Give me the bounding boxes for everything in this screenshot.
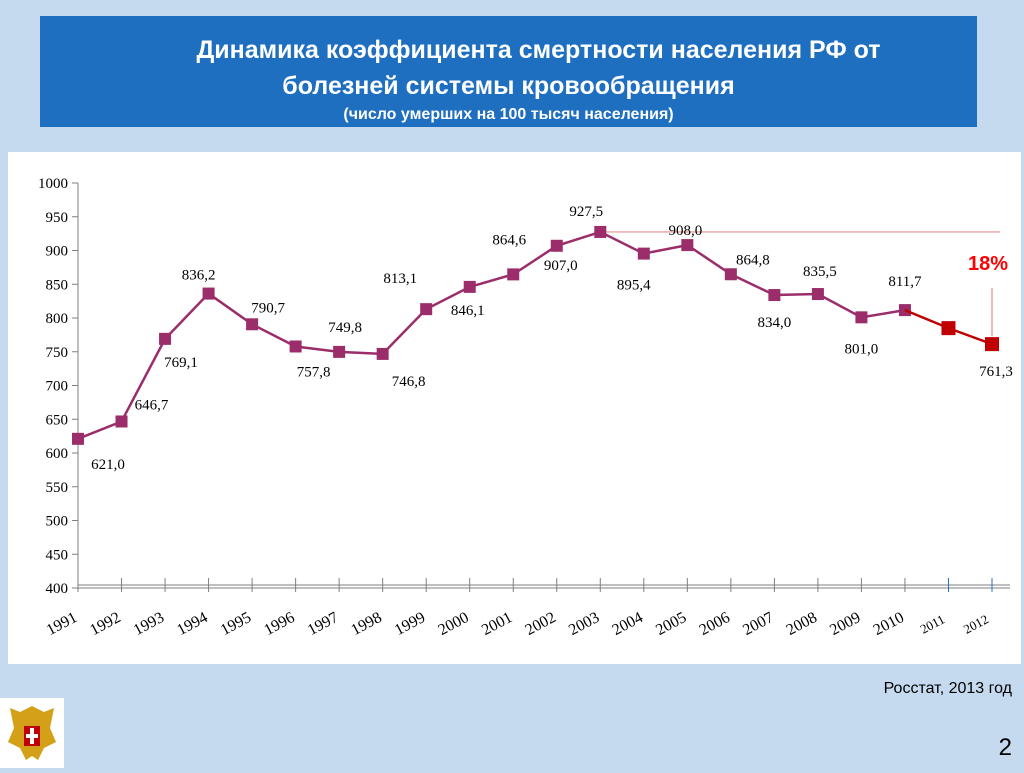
data-label: 746,8	[392, 374, 426, 390]
series-marker	[333, 345, 346, 358]
x-tick-label: 1992	[87, 609, 123, 639]
data-label: 621,0	[91, 457, 125, 473]
forecast-marker	[985, 337, 999, 352]
chart-title-line1: Динамика коэффициента смертности населен…	[196, 36, 881, 64]
data-label: 908,0	[668, 223, 702, 239]
series-marker	[420, 303, 433, 316]
chart-panel: 400 450 500 550 600 650 700 750 800 850 900 950 1000…	[8, 152, 1021, 664]
y-tick-label: 650	[46, 412, 69, 428]
series-marker	[898, 304, 911, 317]
data-label: 811,7	[888, 274, 922, 290]
x-tick-label: 2012	[961, 611, 991, 636]
data-label: 846,1	[451, 303, 485, 319]
source-note: Росстат, 2013 год	[883, 680, 1012, 697]
x-tick-label: 2001	[479, 609, 515, 639]
data-label: 813,1	[383, 271, 417, 287]
x-tick-label: 1995	[218, 609, 254, 639]
series-marker	[115, 415, 128, 428]
coat-of-arms-logo	[0, 698, 64, 768]
annotation-label: 18%	[968, 253, 1008, 275]
x-tick-label: 1993	[131, 609, 167, 639]
x-tick-label: 1994	[174, 609, 210, 639]
y-tick-label: 550	[46, 480, 69, 496]
x-tick-label: 2005	[653, 609, 689, 639]
title-banner: Динамика коэффициента смертности населен…	[40, 16, 977, 127]
data-label: 761,3	[979, 364, 1013, 380]
data-label: 927,5	[569, 204, 603, 220]
y-tick-label: 500	[46, 514, 69, 530]
data-label: 907,0	[544, 258, 578, 274]
line-chart: 400 450 500 550 600 650 700 750 800 850 900 950 1000…	[38, 176, 1013, 639]
series-marker	[463, 280, 476, 293]
x-tick-label: 2004	[610, 609, 646, 639]
y-tick-label: 400	[46, 581, 69, 597]
data-label: 834,0	[758, 315, 792, 331]
x-tick-label: 1997	[305, 609, 341, 639]
x-tick-label: 2000	[435, 609, 471, 639]
series-line	[77, 230, 906, 440]
data-label: 749,8	[328, 320, 362, 336]
series-marker	[637, 247, 650, 260]
series-marker	[768, 289, 781, 302]
y-tick-label: 800	[46, 311, 69, 327]
data-label: 801,0	[845, 341, 879, 357]
x-tick-label: 2007	[740, 609, 776, 639]
data-label: 757,8	[297, 364, 331, 380]
series-marker	[724, 268, 737, 281]
chart-title-line2: болезней системы кровообращения	[282, 72, 735, 100]
y-tick-label: 1000	[38, 176, 68, 192]
x-tick-label: 1999	[392, 609, 428, 639]
y-tick-label: 600	[46, 446, 69, 462]
series-marker	[550, 239, 563, 252]
y-tick-label: 900	[46, 244, 69, 260]
x-tick-label: 2009	[827, 609, 863, 639]
data-label: 836,2	[182, 268, 216, 284]
chart-subtitle: (число умерших на 100 тысяч населения)	[343, 106, 674, 123]
x-tick-label: 2010	[871, 609, 907, 639]
y-tick-label: 450	[46, 547, 69, 563]
x-tick-label: 1996	[261, 609, 297, 639]
x-tick-label: 1991	[44, 609, 80, 639]
forecast-marker	[941, 321, 956, 336]
series-marker	[811, 288, 824, 301]
y-tick-label: 700	[46, 379, 69, 395]
series-marker	[507, 268, 520, 281]
series-marker	[376, 347, 389, 360]
data-label: 864,6	[492, 232, 526, 248]
data-label: 769,1	[164, 355, 198, 371]
series-marker	[246, 318, 259, 331]
series-marker	[72, 432, 84, 445]
x-tick-label: 2008	[784, 609, 820, 639]
y-tick-label: 950	[46, 210, 69, 226]
x-tick-label: 2002	[523, 609, 559, 639]
series-marker	[159, 332, 172, 345]
data-label: 835,5	[803, 264, 837, 280]
page-number: 2	[998, 734, 1012, 761]
series-marker	[202, 287, 215, 300]
y-tick-label: 750	[46, 345, 69, 361]
x-tick-label: 2003	[566, 609, 602, 639]
data-label: 646,7	[135, 397, 169, 413]
y-tick-label: 850	[46, 277, 69, 293]
series-marker	[594, 225, 607, 238]
data-label: 790,7	[251, 300, 285, 316]
x-tick-label: 1998	[348, 609, 384, 639]
series-marker	[681, 239, 694, 252]
series-marker	[855, 311, 868, 324]
series-marker	[289, 340, 302, 353]
x-tick-label: 2011	[918, 611, 948, 636]
x-tick-label: 2006	[697, 609, 733, 639]
data-label: 895,4	[617, 278, 651, 294]
data-label: 864,8	[736, 252, 770, 268]
